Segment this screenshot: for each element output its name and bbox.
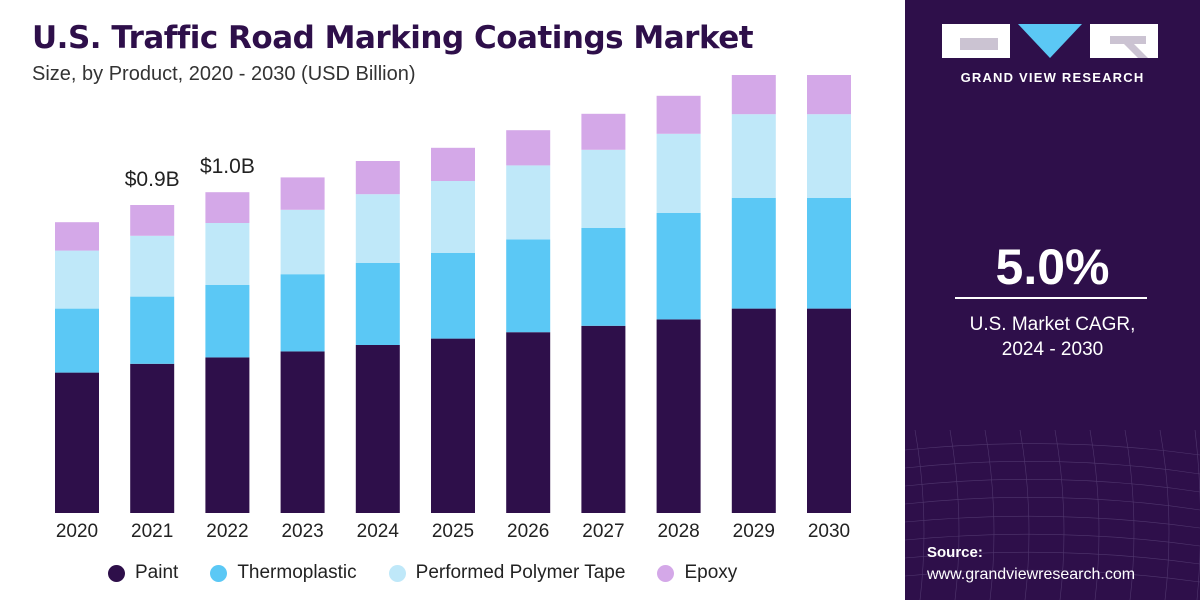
bar-2020-thermoplastic xyxy=(55,308,99,373)
legend-label: Epoxy xyxy=(684,562,738,583)
bar-2023-performed-polymer-tape xyxy=(280,209,325,275)
legend-label: Thermoplastic xyxy=(237,562,357,583)
cagr-label: U.S. Market CAGR, 2024 - 2030 xyxy=(905,312,1200,362)
cagr-value: 5.0% xyxy=(995,239,1110,295)
bar-2020-paint xyxy=(55,372,99,513)
legend-swatch xyxy=(657,564,675,582)
bar-2023-paint xyxy=(280,351,325,513)
x-tick-label: 2020 xyxy=(56,521,98,542)
bar-2024-performed-polymer-tape xyxy=(355,194,400,263)
data-label-2022: $1.0B xyxy=(200,155,255,178)
data-label-2021: $0.9B xyxy=(125,168,180,191)
chart-subtitle: Size, by Product, 2020 - 2030 (USD Billi… xyxy=(32,63,416,85)
bar-2029-paint xyxy=(731,308,776,513)
bar-2020-performed-polymer-tape xyxy=(55,250,99,309)
cagr-label-line2: 2024 - 2030 xyxy=(1001,339,1104,360)
bar-2021-epoxy xyxy=(130,205,175,236)
x-tick-label: 2021 xyxy=(131,521,173,542)
brand-name: GRAND VIEW RESEARCH xyxy=(960,70,1145,85)
bar-2027-epoxy xyxy=(581,113,626,150)
legend-label: Paint xyxy=(135,562,179,583)
bar-2021-paint xyxy=(130,363,175,513)
bar-2021-performed-polymer-tape xyxy=(130,235,175,297)
logo-r-block xyxy=(1090,24,1158,58)
decorative-mesh-pattern xyxy=(905,430,1200,600)
chart-legend: Paint Thermoplastic Performed Polymer Tape… xyxy=(108,562,769,584)
stacked-bar-chart: 2020 2021 2022 2023 2024 2025 2026 2027 2028 2029… xyxy=(55,75,851,542)
bar-2028-performed-polymer-tape xyxy=(656,133,701,213)
x-tick-label: 2022 xyxy=(206,521,248,542)
bar-2028-epoxy xyxy=(656,95,701,134)
bar-2030-paint xyxy=(807,308,851,513)
bar-2021-thermoplastic xyxy=(130,296,175,364)
bar-2029-performed-polymer-tape xyxy=(731,114,776,198)
x-tick-label: 2028 xyxy=(657,521,699,542)
legend-swatch xyxy=(210,564,228,582)
source-url[interactable]: www.grandviewresearch.com xyxy=(927,566,1136,583)
x-tick-label: 2024 xyxy=(357,521,400,542)
bar-2029-epoxy xyxy=(731,75,776,115)
x-tick-label: 2023 xyxy=(281,521,323,542)
cagr-divider xyxy=(955,297,1147,299)
bar-2026-paint xyxy=(506,332,551,513)
x-tick-label: 2029 xyxy=(733,521,775,542)
legend-swatch xyxy=(108,564,125,582)
legend-item-performed-polymer-tape: Performed Polymer Tape xyxy=(388,562,626,584)
bar-2025-thermoplastic xyxy=(431,253,475,339)
bar-2028-thermoplastic xyxy=(656,213,701,320)
bar-2023-thermoplastic xyxy=(280,274,325,352)
bar-2025-paint xyxy=(431,338,475,513)
x-tick-label: 2025 xyxy=(432,521,474,542)
bar-2027-performed-polymer-tape xyxy=(581,149,626,228)
bar-2022-performed-polymer-tape xyxy=(205,223,250,285)
legend-swatch xyxy=(388,564,406,582)
bar-2026-epoxy xyxy=(506,130,551,166)
bar-2027-paint xyxy=(581,325,626,513)
legend-item-thermoplastic: Thermoplastic xyxy=(210,562,357,584)
bar-2022-epoxy xyxy=(205,192,250,223)
bar-2022-thermoplastic xyxy=(205,285,250,358)
bar-2030-thermoplastic xyxy=(807,197,851,309)
x-tick-label: 2027 xyxy=(582,521,624,542)
cagr-label-line1: U.S. Market CAGR, xyxy=(969,314,1136,335)
bar-2030-performed-polymer-tape xyxy=(807,114,851,198)
bar-2026-thermoplastic xyxy=(506,239,551,333)
legend-label: Performed Polymer Tape xyxy=(415,562,626,583)
source-title: Source: xyxy=(927,544,983,561)
bar-2025-performed-polymer-tape xyxy=(431,181,475,253)
bar-2027-thermoplastic xyxy=(581,227,626,326)
bar-2030-epoxy xyxy=(807,75,851,115)
bar-2025-epoxy xyxy=(431,147,475,181)
bar-2026-performed-polymer-tape xyxy=(506,165,551,240)
bar-2029-thermoplastic xyxy=(731,197,776,309)
sidebar-panel: GRAND VIEW RESEARCH 5.0% U.S. Market CAG… xyxy=(905,0,1200,600)
bar-2020-epoxy xyxy=(55,222,99,251)
bar-2024-epoxy xyxy=(355,161,400,195)
legend-item-epoxy: Epoxy xyxy=(657,562,737,584)
legend-item-paint: Paint xyxy=(108,562,178,584)
x-tick-label: 2026 xyxy=(507,521,549,542)
bar-2024-thermoplastic xyxy=(355,263,400,345)
logo-g-block xyxy=(942,24,1010,58)
logo-v-triangle xyxy=(1018,24,1082,58)
bar-2028-paint xyxy=(656,319,701,513)
bar-2024-paint xyxy=(355,345,400,513)
bar-2023-epoxy xyxy=(280,177,325,210)
gvr-logo xyxy=(942,24,1158,58)
x-tick-label: 2030 xyxy=(808,521,850,542)
bar-2022-paint xyxy=(205,357,250,513)
chart-title: U.S. Traffic Road Marking Coatings Marke… xyxy=(32,20,754,56)
chart-panel: U.S. Traffic Road Marking Coatings Marke… xyxy=(32,20,851,584)
